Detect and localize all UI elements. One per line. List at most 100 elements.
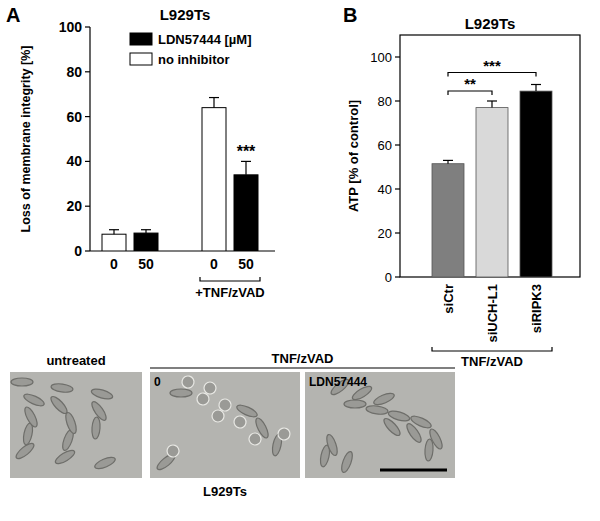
panel-label: untreated (46, 353, 105, 368)
bar (134, 233, 158, 251)
error-cap (109, 229, 119, 230)
scale-bar (380, 469, 447, 472)
bar (432, 164, 464, 277)
cell (90, 387, 113, 401)
tick (395, 276, 400, 277)
error-cap (141, 229, 151, 230)
error-stem (535, 85, 536, 92)
bar (234, 175, 258, 251)
micrograph (305, 372, 455, 478)
header-line (150, 367, 455, 368)
cell (249, 433, 262, 446)
chart-title: L929Ts (465, 15, 516, 32)
micrograph-background (305, 372, 455, 478)
tick-label: 100 (370, 50, 392, 65)
y-axis (89, 27, 90, 251)
cell (93, 455, 116, 471)
group-bracket (200, 277, 260, 281)
error-stem (113, 230, 114, 234)
tick-label: 40 (66, 153, 82, 169)
error-stem (213, 98, 214, 108)
legend-label: no inhibitor (158, 52, 229, 67)
tick (395, 144, 400, 145)
group-label: +TNF/zVAD (195, 285, 264, 300)
cell (344, 400, 366, 408)
plot-frame (400, 35, 580, 277)
cell (196, 392, 210, 406)
cell (366, 405, 389, 416)
cell (89, 400, 108, 423)
tick (85, 206, 90, 207)
cell (11, 378, 33, 386)
tick (395, 56, 400, 57)
panel-label: A (6, 4, 20, 26)
tick-label: 0 (385, 270, 392, 285)
cell (276, 426, 291, 441)
group-bracket (432, 347, 552, 351)
cell (232, 414, 249, 431)
tick (85, 116, 90, 117)
panel-label: LDN57444 (309, 375, 367, 389)
bar (102, 234, 126, 251)
cell (409, 414, 432, 430)
tick (395, 100, 400, 101)
legend-label: LDN57444 [µM] (158, 32, 251, 47)
cell (91, 417, 101, 440)
bar (520, 91, 552, 277)
category-label: 50 (138, 256, 154, 272)
panel-label: 0 (154, 375, 161, 389)
micrograph-background (150, 372, 300, 478)
error-bar (241, 161, 251, 174)
category-label: siRIPK3 (529, 284, 544, 333)
cell (202, 380, 218, 396)
error-cap (531, 84, 541, 85)
cell (165, 443, 180, 458)
tick-label: 60 (66, 109, 82, 125)
cell (51, 383, 74, 394)
error-cap (209, 97, 219, 98)
error-cap (443, 160, 453, 161)
error-bar (141, 230, 151, 233)
cell (339, 450, 354, 473)
cell (427, 427, 444, 450)
error-bar (109, 230, 119, 234)
micrograph (10, 372, 142, 478)
tick (85, 71, 90, 72)
micrograph-background (10, 372, 142, 478)
cell (325, 433, 340, 456)
tick-label: 20 (378, 226, 392, 241)
legend-swatch (130, 53, 152, 65)
figure: AL929TsLoss of membrane integrity [%]020… (0, 0, 600, 521)
error-cap (241, 161, 251, 162)
micrograph-header: TNF/zVAD (272, 351, 334, 366)
axis-title: ATP [% of control] (346, 100, 361, 212)
tick-label: 100 (59, 19, 83, 35)
legend-swatch (130, 33, 152, 45)
error-stem (245, 161, 246, 174)
error-bar (443, 160, 453, 163)
category-label: siCtr (441, 284, 456, 314)
cell (253, 416, 270, 439)
cell (64, 411, 79, 434)
cell (424, 439, 434, 462)
tick-label: 80 (378, 94, 392, 109)
error-bar (487, 101, 497, 108)
tick (85, 161, 90, 162)
cell (235, 403, 258, 419)
group-label: TNF/zVAD (461, 354, 523, 369)
tick-label: 60 (378, 138, 392, 153)
error-bar (531, 85, 541, 92)
cell (170, 389, 192, 397)
cell (372, 391, 395, 407)
error-bar (209, 98, 219, 108)
cell (49, 394, 70, 416)
bar (476, 108, 508, 277)
tick (85, 250, 90, 251)
bars (102, 98, 258, 251)
significance: *** (483, 57, 501, 74)
category-label: 50 (238, 256, 254, 272)
chart-title: L929Ts (160, 6, 211, 23)
error-cap (487, 100, 497, 101)
cell (387, 409, 410, 423)
error-stem (491, 101, 492, 108)
